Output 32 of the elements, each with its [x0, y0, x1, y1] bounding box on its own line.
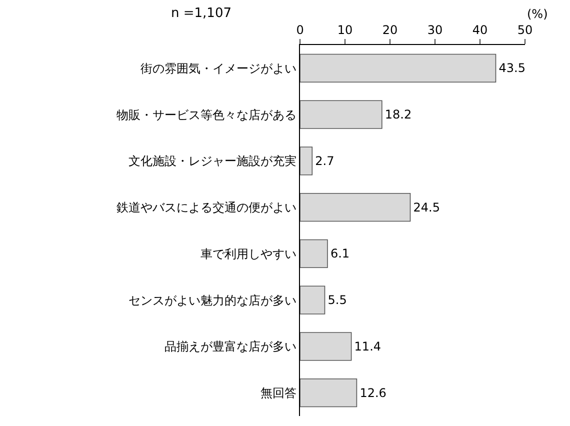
y-tick-label: センスがよい魅力的な店が多い: [128, 293, 297, 308]
x-tick-label: 40: [472, 23, 488, 38]
data-label: 12.6: [360, 386, 386, 400]
data-label: 43.5: [498, 61, 526, 76]
y-tick-label: 無回答: [260, 386, 297, 400]
data-label: 2.7: [315, 154, 334, 168]
data-label: 6.1: [330, 246, 350, 261]
y-tick-label: 車で利用しやすい: [200, 246, 297, 261]
y-tick-label: 物販・サービス等色々な店がある: [116, 108, 297, 122]
x-tick-label: 50: [517, 23, 533, 38]
bar: [300, 100, 382, 129]
x-tick-label: 20: [382, 23, 398, 38]
bar: [300, 54, 496, 82]
bar: [300, 286, 326, 314]
data-label: 11.4: [354, 339, 382, 354]
y-tick-label: 街の雰囲気・イメージがよい: [140, 61, 297, 76]
bar: [300, 146, 313, 176]
data-label: 24.5: [413, 200, 440, 214]
x-tick-label: 30: [427, 23, 443, 38]
y-tick-label: 品揃えが豊富な店が多い: [164, 340, 297, 354]
data-label: 5.5: [328, 293, 347, 308]
data-label: 18.2: [384, 108, 412, 122]
bar: [300, 332, 352, 361]
text: n =1,107: [171, 6, 232, 21]
y-tick-label: 文化施設・レジャー施設が充実: [128, 154, 297, 168]
x-tick-label: 0: [296, 23, 304, 38]
bar: [300, 193, 411, 222]
x-tick-label: 10: [337, 23, 353, 38]
bar: [300, 239, 328, 268]
x-axis-title: (%): [527, 7, 548, 21]
bar: [300, 378, 358, 408]
y-tick-label: 鉄道やバスによる交通の便がよい: [116, 200, 297, 215]
